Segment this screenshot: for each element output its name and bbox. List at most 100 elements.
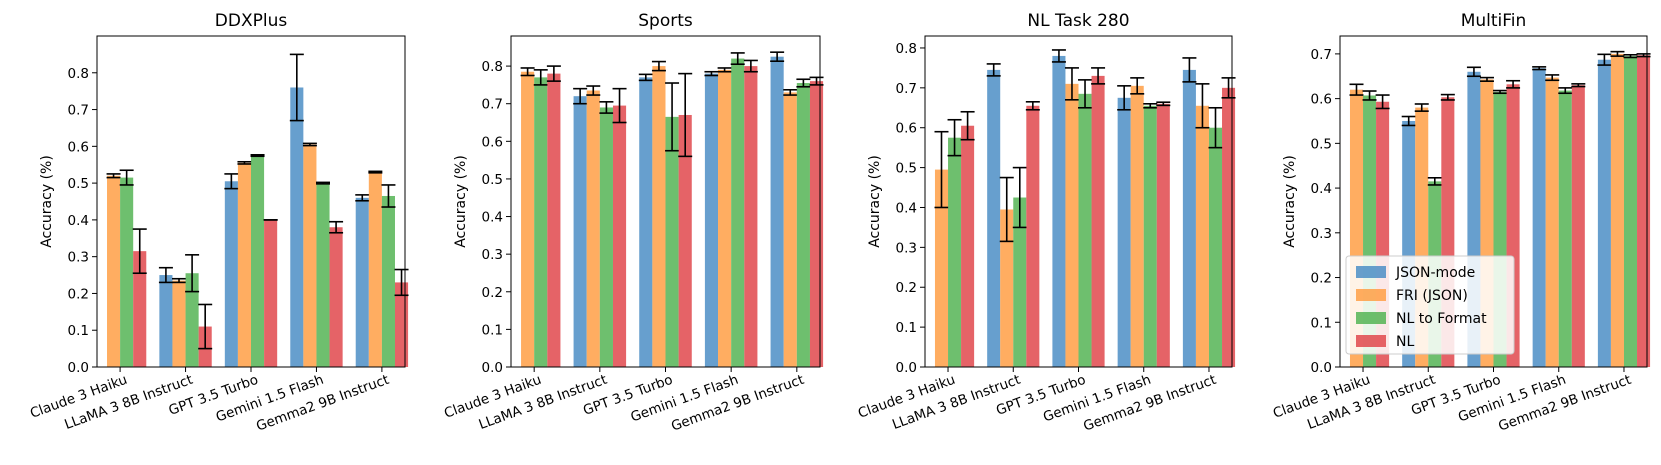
bar-fri-json-	[237, 162, 251, 367]
bar-fri-json-	[1130, 85, 1144, 367]
bar-fri-json-	[652, 66, 666, 367]
bar-nl	[1091, 75, 1105, 367]
legend-swatch	[1356, 312, 1386, 324]
legend-entry: NL	[1396, 334, 1414, 350]
error-bar	[960, 110, 975, 141]
error-bar	[947, 118, 962, 157]
error-bar	[1182, 57, 1197, 83]
bar-json-mode	[987, 69, 1001, 368]
bar-fri-json-	[107, 175, 121, 367]
bar-nl	[678, 114, 692, 367]
bar-json-mode	[1532, 68, 1546, 367]
legend-entry: JSON-mode	[1395, 265, 1475, 281]
y-tick-label: 0.2	[896, 280, 917, 296]
error-bar	[573, 87, 588, 105]
error-bar	[1051, 49, 1066, 63]
error-bar	[1414, 103, 1429, 112]
error-bar	[198, 303, 213, 350]
bar-json-mode	[355, 197, 369, 367]
error-bar	[1130, 77, 1145, 95]
y-axis-label: Accuracy (%)	[867, 155, 883, 248]
chart-title: NL Task 280	[1027, 11, 1129, 31]
error-bar	[1375, 94, 1390, 110]
bar-fri-json-	[934, 169, 949, 367]
bar-nl	[809, 81, 824, 368]
y-tick-label: 0.5	[68, 176, 89, 192]
error-bar	[329, 220, 344, 234]
plot-frame	[924, 35, 1233, 368]
legend-entry: FRI (JSON)	[1396, 288, 1468, 304]
bar-fri-json-	[718, 69, 732, 368]
error-bar	[1195, 83, 1210, 129]
y-axis-label: Accuracy (%)	[1282, 155, 1298, 248]
error-bar	[1427, 176, 1442, 186]
y-tick-label: 0.7	[482, 97, 503, 113]
chart-title: Sports	[638, 11, 693, 31]
y-tick-label: 0.5	[896, 161, 917, 177]
bar-json-mode	[1117, 97, 1131, 367]
bar-fri-json-	[1065, 83, 1079, 368]
error-bar	[1440, 93, 1455, 101]
bar-nl	[1571, 85, 1585, 368]
y-tick-label: 0.2	[1311, 271, 1332, 287]
bar-json-mode	[1597, 59, 1611, 367]
error-bar	[250, 153, 265, 158]
error-bar	[638, 73, 653, 82]
error-bar	[289, 53, 304, 122]
error-bar	[132, 228, 147, 275]
y-tick-label: 0.1	[482, 322, 503, 338]
y-tick-label: 0.8	[896, 41, 917, 57]
y-tick-label: 0.3	[1311, 226, 1332, 242]
bar-nl	[1222, 87, 1236, 367]
error-bar	[394, 268, 409, 297]
bar-nl-to-format	[665, 116, 679, 367]
error-bar	[1064, 67, 1079, 101]
bar-nl-to-format	[796, 83, 810, 368]
error-bar	[1506, 79, 1521, 89]
error-bar	[1479, 76, 1494, 82]
error-bar	[520, 67, 535, 77]
error-bar	[158, 266, 173, 284]
chart-panel-3: NL Task 280 0.0 0.1 0.2 0.3 0.4 0.5 0.6 0.7 0.8 Ac…	[856, 11, 1236, 435]
bar-fri-json-	[1545, 77, 1559, 368]
y-axis-label: Accuracy (%)	[453, 155, 469, 248]
chart-title: DDXPlus	[215, 11, 288, 31]
legend-swatch	[1356, 266, 1386, 278]
bar-nl-to-format	[185, 273, 199, 367]
bar-fri-json-	[368, 172, 382, 367]
y-tick-label: 0.0	[68, 360, 89, 376]
y-tick-label: 0.4	[68, 213, 89, 229]
error-bar	[717, 67, 732, 73]
error-bar	[533, 69, 548, 86]
error-bar	[999, 176, 1014, 243]
bar-fri-json-	[172, 280, 186, 367]
error-bar	[1012, 166, 1027, 229]
bar-nl-to-format	[534, 77, 548, 367]
error-bar	[368, 170, 383, 174]
bar-nl-to-format	[1143, 105, 1157, 367]
y-tick-label: 0.7	[896, 81, 917, 97]
error-bar	[1221, 77, 1236, 99]
error-bar	[783, 88, 798, 96]
legend-swatch	[1356, 335, 1386, 347]
error-bar	[1208, 106, 1223, 149]
plot-frame	[1339, 35, 1648, 368]
error-bar	[381, 184, 396, 208]
bar-nl	[547, 73, 561, 367]
y-tick-label: 0.4	[896, 200, 917, 216]
y-tick-label: 0.6	[896, 121, 917, 137]
error-bar	[1117, 85, 1132, 111]
y-tick-label: 0.1	[68, 323, 89, 339]
error-bar	[1636, 53, 1651, 58]
y-tick-label: 0.4	[1311, 181, 1332, 197]
error-bar	[796, 78, 811, 88]
bar-json-mode	[704, 73, 719, 367]
error-bar	[1143, 102, 1158, 109]
chart-panel-2: Sports 0.0 0.1 0.2 0.3 0.4 0.5 0.6 0.7 0.8 Accurac…	[442, 11, 824, 435]
error-bar	[315, 181, 330, 185]
y-tick-label: 0.0	[482, 360, 503, 376]
error-bar	[1545, 74, 1560, 82]
plot-frame	[510, 35, 821, 368]
bar-nl	[133, 251, 147, 367]
bar-nl-to-format	[1208, 127, 1223, 367]
